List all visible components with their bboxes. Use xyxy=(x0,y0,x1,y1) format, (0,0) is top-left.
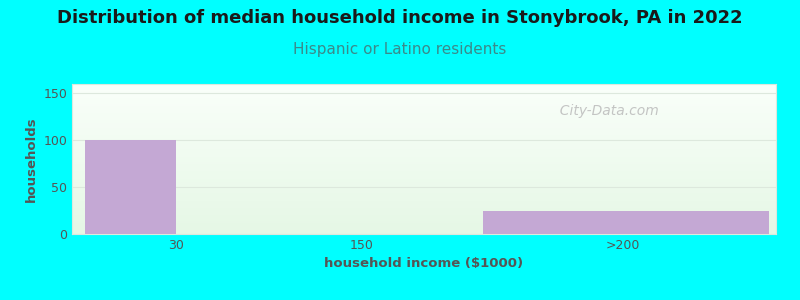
Text: Hispanic or Latino residents: Hispanic or Latino residents xyxy=(294,42,506,57)
X-axis label: household income ($1000): household income ($1000) xyxy=(325,257,523,270)
Text: Distribution of median household income in Stonybrook, PA in 2022: Distribution of median household income … xyxy=(57,9,743,27)
Bar xyxy=(85,140,176,234)
Text: City-Data.com: City-Data.com xyxy=(550,104,658,118)
Bar xyxy=(482,211,770,234)
Y-axis label: households: households xyxy=(25,116,38,202)
